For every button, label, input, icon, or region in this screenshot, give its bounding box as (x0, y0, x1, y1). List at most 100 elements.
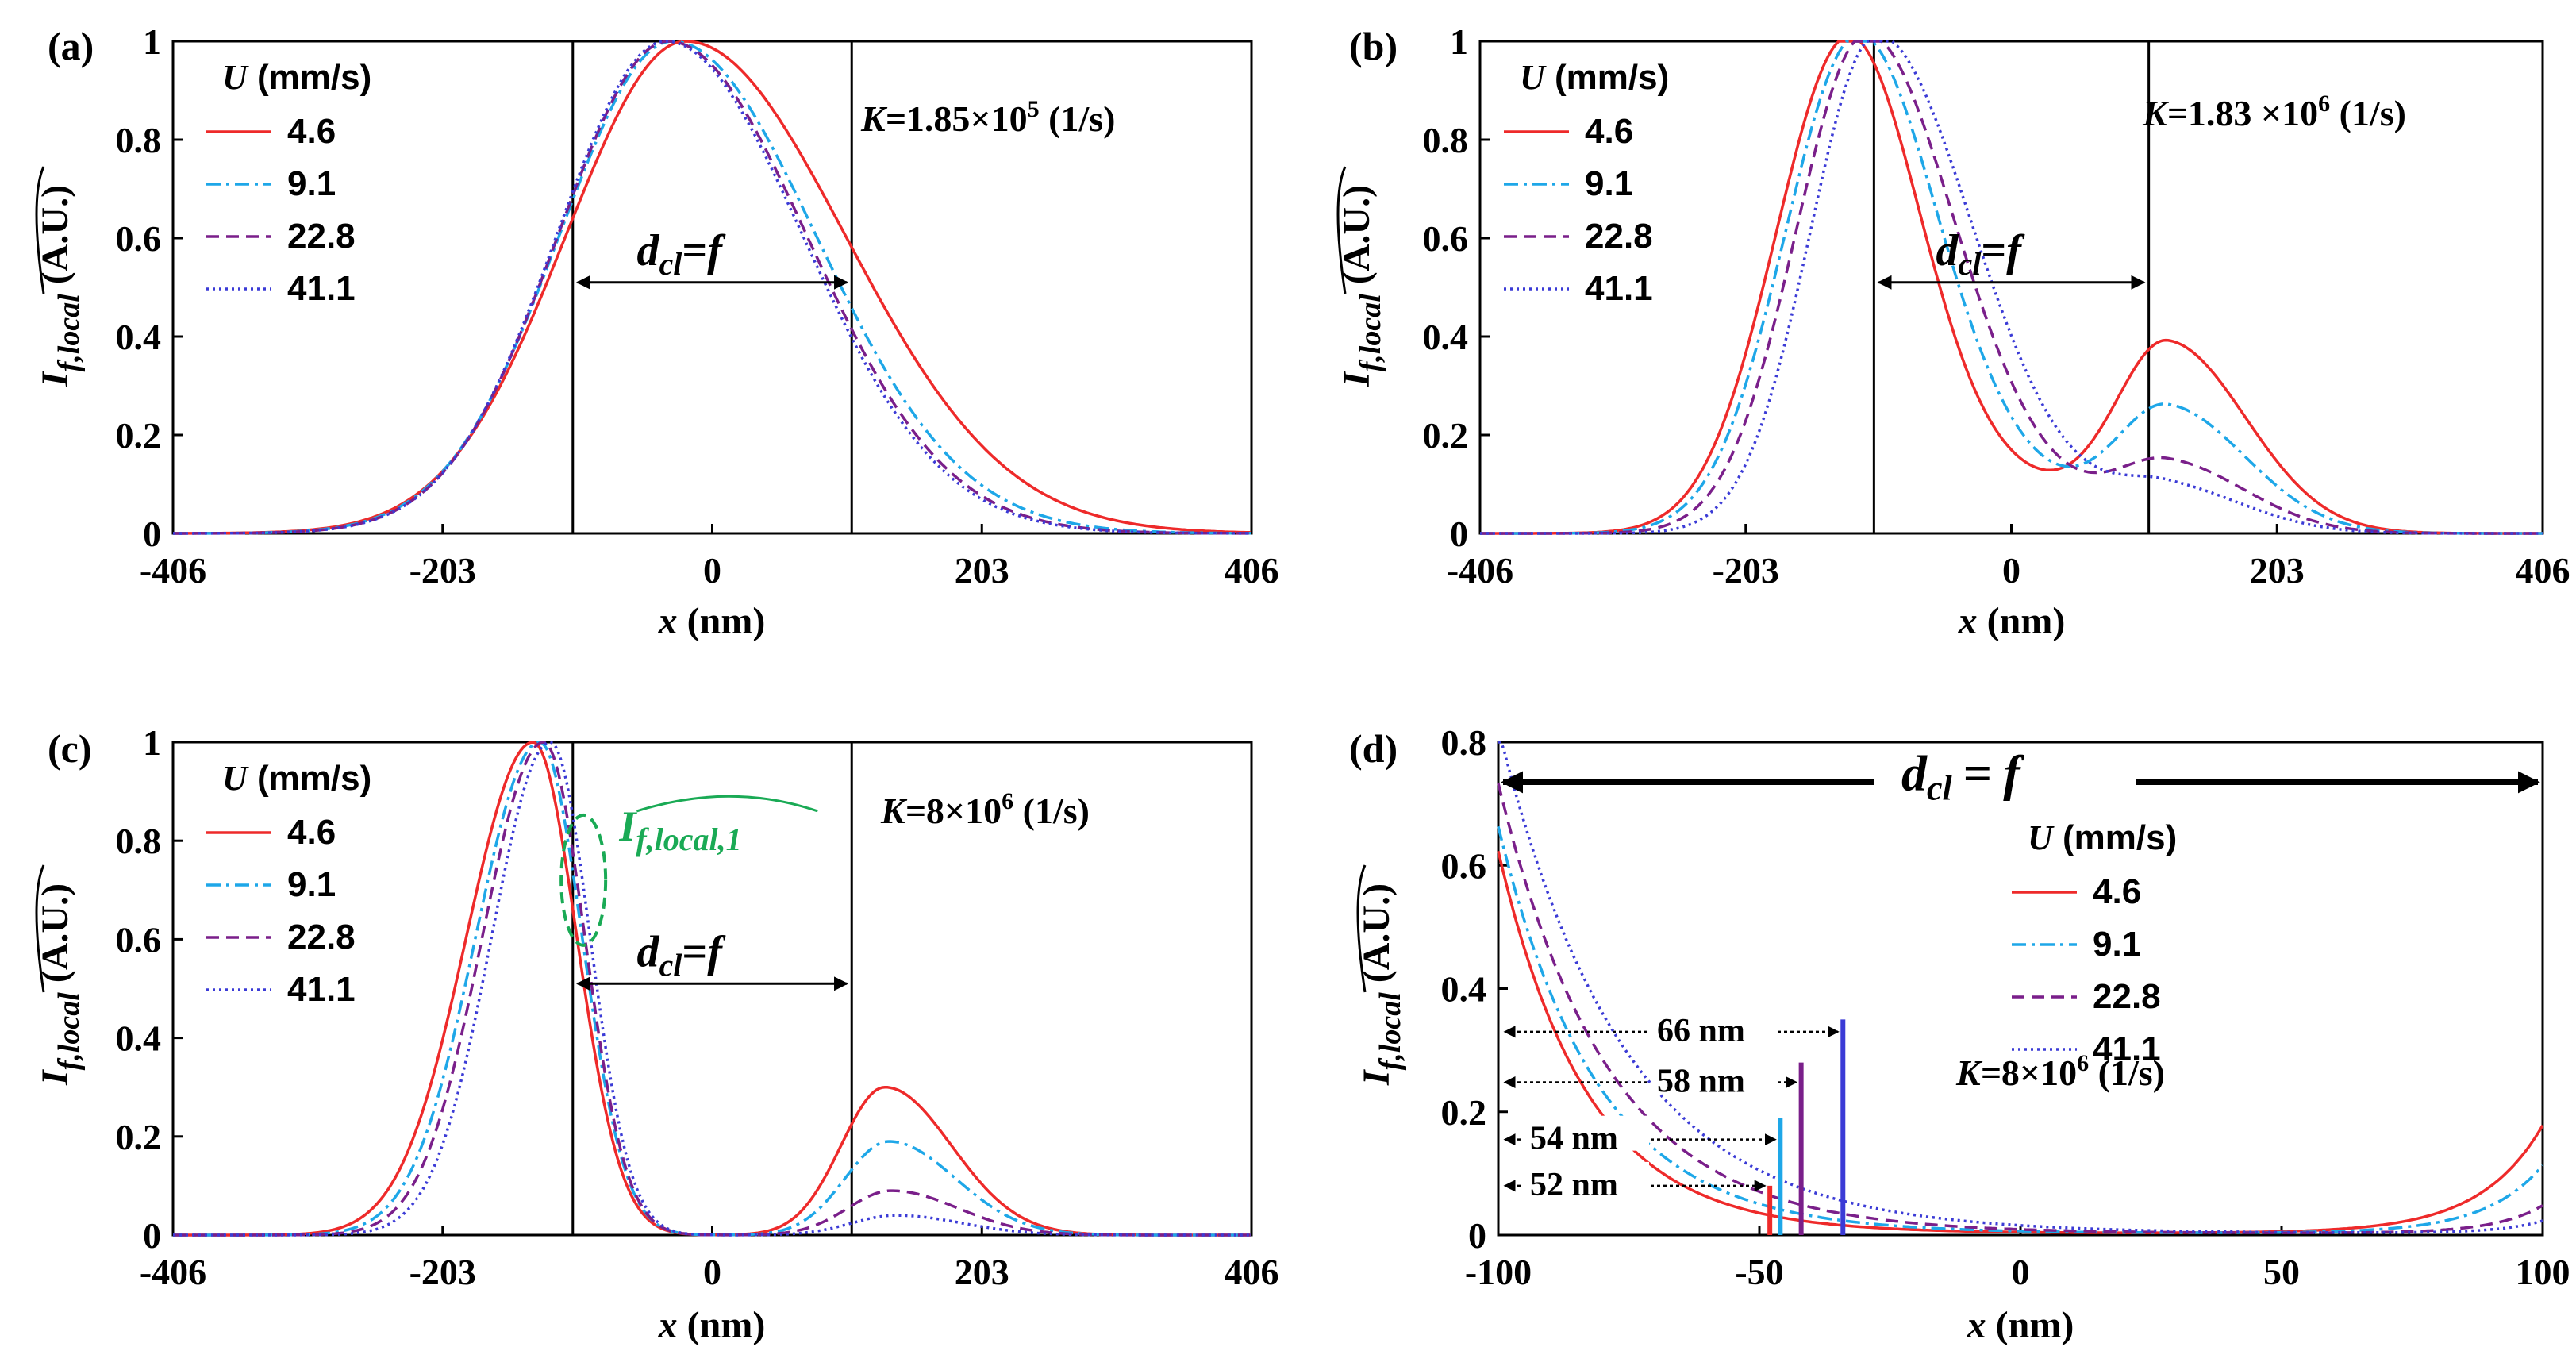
legend-entry: 9.1 (287, 164, 336, 203)
x-tick-label: 203 (955, 1252, 1009, 1292)
dimension-label: dcl=f (637, 226, 727, 282)
y-tick-label: 0 (143, 514, 161, 554)
y-tick-label: 0.8 (116, 821, 162, 861)
marker-label-background (1524, 1115, 1649, 1151)
y-axis-label: If,local (A.U.) (1355, 883, 1407, 1086)
x-axis-label: x (nm) (658, 600, 766, 642)
marker-label-background (1524, 1161, 1649, 1197)
x-tick-label: -406 (1447, 550, 1513, 591)
series-line-9-1 (1497, 825, 2544, 1234)
y-tick-label: 1 (143, 21, 161, 62)
x-tick-label: -203 (1713, 550, 1779, 591)
panel-label: (d) (1349, 726, 1398, 771)
x-tick-label: -406 (140, 1252, 206, 1292)
annotation-ellipse (559, 813, 608, 947)
series-line-41-1 (1498, 741, 2543, 1234)
y-tick-label: 0.4 (1441, 969, 1487, 1010)
y-tick-label: 0.6 (116, 218, 162, 259)
panel-label: (c) (48, 726, 92, 771)
k-label: K=8×106 (1/s) (1955, 1050, 2165, 1093)
marker-label-background (1651, 1058, 1776, 1094)
legend-entry: 22.8 (287, 918, 356, 956)
dimension-label-background (1874, 744, 2136, 816)
x-tick-label: 406 (1225, 550, 1279, 591)
y-axis-label: If,local (A.U.) (34, 883, 86, 1086)
x-tick-label: 406 (2516, 550, 2570, 591)
y-tick-label: 0 (1450, 514, 1468, 554)
legend-entry: 22.8 (287, 217, 356, 256)
legend-entry: 41.1 (2093, 1029, 2161, 1068)
y-tick-label: 0.6 (1441, 845, 1487, 886)
x-tick-label: 100 (2516, 1252, 2570, 1292)
panel-label: (a) (48, 24, 94, 68)
legend-entry: 9.1 (2093, 925, 2141, 964)
legend-title: U (mm/s) (222, 759, 371, 798)
marker-label-background (1651, 1007, 1776, 1043)
x-tick-label: 0 (2002, 550, 2020, 591)
series-line-22-8 (173, 40, 1251, 535)
x-tick-label: -100 (1465, 1252, 1532, 1292)
x-tick-label: 406 (1225, 1252, 1279, 1292)
y-tick-label: 1 (143, 722, 161, 763)
x-tick-label: 203 (2250, 550, 2305, 591)
x-axis-label: x (nm) (1967, 1304, 2074, 1346)
y-tick-label: 0.2 (1423, 415, 1469, 456)
k-label: K=1.83 ×106 (1/s) (2142, 90, 2406, 133)
y-tick-label: 0.2 (1441, 1092, 1487, 1133)
series-line-41-1 (1480, 40, 2543, 535)
plot-frame (1497, 741, 2544, 1237)
series-line-41-1 (173, 741, 1251, 1237)
dimension-label: dcl=f (637, 927, 727, 983)
legend-entry: 4.6 (287, 112, 336, 151)
y-tick-label: 0.2 (116, 415, 162, 456)
y-axis-label-hat (35, 864, 45, 993)
x-tick-label: -50 (1735, 1252, 1783, 1292)
y-tick-label: 0.8 (1423, 120, 1469, 160)
y-tick-label: 0.6 (116, 919, 162, 960)
marker-label: 66 nm (1657, 1013, 1745, 1049)
legend-title: U (mm/s) (222, 58, 371, 97)
x-tick-label: -406 (140, 550, 206, 591)
x-tick-label: -203 (409, 1252, 476, 1292)
y-axis-label-hat (35, 166, 45, 294)
annotation-label: If,local,1 (618, 802, 741, 857)
y-tick-label: 0.8 (1441, 722, 1487, 763)
legend-entry: 4.6 (287, 813, 336, 852)
series-line-9-1 (1480, 40, 2543, 535)
dimension-label: dcl=f (1936, 226, 2026, 282)
x-tick-label: 50 (2263, 1252, 2300, 1292)
x-axis-label: x (nm) (1958, 600, 2066, 642)
k-label: K=8×106 (1/s) (880, 788, 1090, 831)
legend-entry: 22.8 (1585, 217, 1653, 256)
panel-label: (b) (1349, 24, 1398, 68)
x-tick-label: 0 (703, 1252, 721, 1292)
y-tick-label: 1 (1450, 21, 1468, 62)
dimension-label: dcl=f (1901, 745, 2024, 807)
x-tick-label: 0 (703, 550, 721, 591)
y-axis-label-hat (1356, 864, 1367, 993)
legend-entry: 41.1 (287, 269, 356, 308)
annotation-hat (636, 795, 818, 813)
y-tick-label: 0.4 (116, 1018, 162, 1059)
legend-entry: 9.1 (1585, 164, 1633, 203)
marker-label: 58 nm (1657, 1063, 1745, 1099)
x-tick-label: -203 (409, 550, 476, 591)
y-tick-label: 0.4 (116, 317, 162, 357)
panel-a: (a) -406 -203 0 203 406 0 0.2 0.4 0.6 0.8 1 dcl=f K=1… (34, 21, 1279, 642)
k-label: K=1.85×105 (1/s) (860, 96, 1115, 139)
panel-d: (d) -100 -50 0 50 100 0 0.2 0.4 0.6 0.8 dcl = f K=8×10… (1349, 722, 2570, 1346)
marker-label: 52 nm (1530, 1167, 1618, 1203)
legend-entry: 41.1 (1585, 269, 1653, 308)
y-tick-label: 0 (143, 1215, 161, 1256)
x-tick-label: 203 (955, 550, 1009, 591)
legend-entry: 9.1 (287, 865, 336, 904)
y-tick-label: 0.6 (1423, 218, 1469, 259)
x-tick-label: 0 (2012, 1252, 2030, 1292)
y-tick-label: 0.4 (1423, 317, 1469, 357)
series-line-22-8 (173, 741, 1251, 1237)
y-tick-label: 0 (1468, 1215, 1486, 1256)
legend-entry: 22.8 (2093, 977, 2161, 1016)
y-axis-label: If,local (A.U.) (34, 185, 86, 387)
panel-b: (b) -406 -203 0 203 406 0 0.2 0.4 0.6 0.8 1 dcl=f K=1… (1336, 21, 2570, 642)
